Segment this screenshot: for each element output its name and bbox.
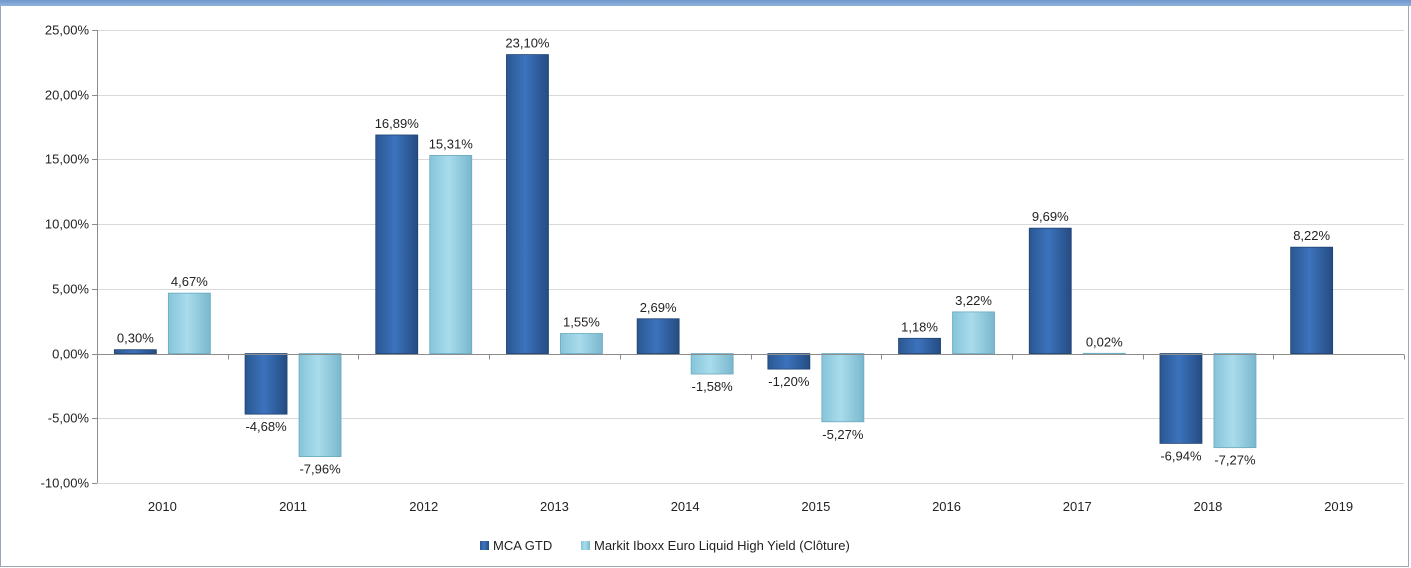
x-tick-label: 2013: [540, 499, 569, 514]
x-tick-label: 2019: [1324, 499, 1353, 514]
bar-markit-iboxx-2018: [1213, 353, 1257, 449]
bar-mca-gtd-2015: [767, 353, 811, 370]
data-label: 0,02%: [1086, 334, 1123, 349]
x-tick-label: 2012: [409, 499, 438, 514]
y-axis: 25,00% 20,00% 15,00% 10,00% 5,00% 0,00% -5,00%…: [41, 23, 98, 491]
x-tick-label: 2014: [671, 499, 700, 514]
bar-mca-gtd-2013: [506, 54, 549, 354]
bar-markit-iboxx-2011: [298, 353, 342, 457]
data-label: 3,22%: [955, 293, 992, 308]
data-label: -1,58%: [692, 379, 734, 394]
legend: MCA GTD Markit Iboxx Euro Liquid High Yi…: [480, 538, 850, 553]
y-tick-label: 10,00%: [45, 217, 90, 232]
y-tick-label: 20,00%: [45, 88, 90, 103]
bar-markit-iboxx-2015: [821, 353, 865, 423]
data-label: -7,27%: [1214, 453, 1256, 468]
legend-swatch-markit-iboxx: [581, 541, 590, 550]
x-tick-label: 2018: [1193, 499, 1222, 514]
data-label: -5,27%: [822, 427, 864, 442]
data-label: 1,55%: [563, 315, 600, 330]
data-label: -7,96%: [299, 462, 341, 477]
chart-frame: [0, 6, 1409, 567]
data-label: -6,94%: [1160, 448, 1202, 463]
x-tick-label: 2010: [148, 499, 177, 514]
bar-markit-iboxx-2016: [952, 311, 995, 354]
bar-markit-iboxx-2014: [690, 353, 734, 375]
legend-label-mca-gtd: MCA GTD: [493, 538, 552, 553]
x-tick-label: 2016: [932, 499, 961, 514]
y-tick-label: -5,00%: [48, 411, 90, 426]
legend-label-markit-iboxx: Markit Iboxx Euro Liquid High Yield (Clô…: [594, 538, 850, 553]
data-label: -1,20%: [768, 374, 810, 389]
bar-mca-gtd-2010: [113, 349, 157, 354]
bar-mca-gtd-2011: [244, 353, 288, 415]
legend-swatch-mca-gtd: [480, 541, 489, 550]
y-tick-label: 0,00%: [52, 347, 89, 362]
bar-mca-gtd-2012: [375, 134, 419, 354]
x-tick-label: 2015: [801, 499, 830, 514]
y-tick-label: 25,00%: [45, 23, 90, 38]
y-tick-label: 5,00%: [52, 282, 89, 297]
data-label: 23,10%: [505, 36, 550, 51]
gridlines: [97, 30, 1404, 484]
data-label: 9,69%: [1032, 209, 1069, 224]
x-axis: 2010 2011 2012 2013 2014 2015 2016 2017 2018 2019: [97, 354, 1405, 514]
bar-mca-gtd-2017: [1028, 227, 1072, 354]
bar-markit-iboxx-2012: [429, 155, 473, 354]
data-label: 1,18%: [901, 319, 938, 334]
y-tick-label: 15,00%: [45, 152, 90, 167]
x-tick-label: 2017: [1063, 499, 1092, 514]
data-label: 8,22%: [1293, 228, 1330, 243]
bars: [113, 54, 1334, 457]
bar-mca-gtd-2019: [1290, 246, 1334, 354]
data-label: 16,89%: [375, 116, 420, 131]
top-border-strip: [0, 0, 1411, 6]
data-label: -4,68%: [245, 419, 287, 434]
data-label: 15,31%: [429, 136, 474, 151]
y-tick-label: -10,00%: [41, 476, 90, 491]
data-label: 2,69%: [640, 300, 677, 315]
bar-mca-gtd-2018: [1159, 353, 1203, 444]
bar-markit-iboxx-2010: [167, 292, 211, 354]
data-label: 0,30%: [117, 331, 154, 346]
x-tick-label: 2011: [279, 499, 307, 514]
bar-markit-iboxx-2013: [560, 333, 603, 354]
bar-mca-gtd-2014: [636, 318, 680, 354]
data-label: 4,67%: [171, 274, 208, 289]
bar-mca-gtd-2016: [898, 337, 941, 354]
data-labels: 0,30% -4,68% 16,89% 23,10% 2,69% -1,20% 1,18% 9…: [117, 36, 1331, 477]
